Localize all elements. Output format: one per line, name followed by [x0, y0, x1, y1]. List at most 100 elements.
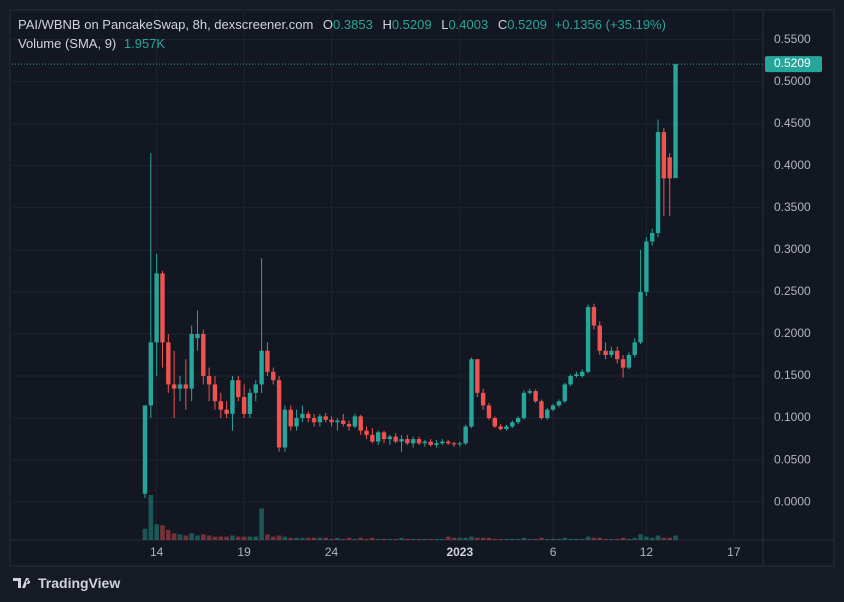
candle-body [212, 384, 218, 402]
volume-bar [282, 536, 288, 540]
candle-body [358, 416, 363, 431]
volume-bar [457, 537, 463, 540]
volume-bar [305, 537, 311, 540]
candle-body [440, 441, 445, 444]
candle-body [352, 416, 358, 427]
candle-body [224, 409, 229, 414]
volume-bar [655, 535, 661, 540]
volume-bar [649, 537, 655, 540]
candle-body [457, 443, 463, 445]
candle-body [364, 430, 369, 435]
volume-bar [463, 537, 468, 540]
candle-body [376, 432, 381, 442]
volume-bar [632, 537, 638, 540]
candle-body [189, 333, 194, 389]
candle-body [393, 436, 398, 442]
volume-bar [270, 536, 276, 540]
candle-body [539, 401, 544, 419]
volume-bar [323, 537, 329, 540]
x-tick-label: 24 [325, 545, 339, 559]
candle-body [201, 333, 206, 377]
candle-body [300, 413, 305, 419]
change: +0.1356 [554, 17, 602, 32]
volume-bar [247, 536, 253, 540]
volume-bar [142, 528, 148, 540]
volume-bar [626, 538, 632, 540]
candle-body [550, 405, 556, 410]
volume-bar [218, 536, 224, 540]
candle-body [504, 426, 509, 429]
volume-bar [539, 537, 544, 540]
volume-bar [160, 525, 165, 540]
candle-body [253, 384, 258, 393]
candle-body [276, 380, 282, 448]
candle-body [661, 132, 667, 179]
ohlc-value: 0.5209 [391, 17, 432, 32]
volume-bar [579, 538, 585, 540]
candle-body [475, 359, 480, 393]
volume-bar [294, 537, 299, 540]
grid [12, 11, 763, 540]
candle-body [171, 384, 177, 389]
volume-bar [504, 538, 509, 540]
volume-bar [230, 535, 235, 540]
y-tick-label: 0.1000 [774, 410, 811, 424]
candle-body [597, 325, 602, 351]
volume-bar [387, 538, 393, 540]
candle-body [626, 354, 632, 368]
candle-body [580, 371, 585, 377]
candle-body [620, 359, 626, 368]
plot [12, 63, 763, 540]
volume-bar [381, 538, 387, 540]
candle-body [521, 392, 527, 419]
candle-body [154, 273, 159, 343]
volume-bar [480, 537, 486, 540]
ohlc-label: O [322, 17, 334, 32]
volume-bar [177, 534, 183, 540]
candle-body [241, 397, 247, 414]
volume-bar [661, 537, 667, 540]
candle-body [177, 384, 183, 389]
candle-body [405, 439, 410, 444]
candle-body [469, 359, 474, 427]
volume-bar [399, 537, 404, 540]
volume-bar [148, 495, 154, 540]
volume-bar [544, 538, 550, 540]
candle-body [323, 416, 328, 420]
x-tick-label: 17 [727, 545, 741, 559]
candle-body [259, 350, 264, 385]
candle-body [451, 443, 457, 445]
ohlc-value: 0.3853 [333, 17, 373, 32]
volume-bar [673, 535, 678, 540]
volume-bar [224, 536, 229, 540]
volume-bar [253, 536, 259, 540]
volume-bar [492, 538, 498, 540]
volume-bar [644, 536, 649, 540]
volume-bar [265, 534, 270, 540]
x-tick-label: 19 [237, 545, 251, 559]
volume-bar [620, 537, 626, 540]
volume-bar [556, 538, 562, 540]
volume-bar [591, 537, 597, 540]
volume-bar [416, 538, 422, 540]
volume-bar [422, 538, 428, 540]
candle-body [410, 439, 416, 444]
volume-bar [410, 538, 416, 540]
candle-body [341, 420, 346, 424]
candle-body [160, 273, 165, 343]
y-tick-label: 0.2000 [774, 326, 811, 340]
volume-bar [614, 538, 620, 540]
candle-body [515, 418, 521, 423]
last-price-badge [765, 56, 822, 73]
y-tick-label: 0.0000 [774, 494, 811, 508]
volume-bar [498, 538, 503, 540]
candle-body [265, 350, 270, 372]
candle-body [650, 233, 655, 242]
candle-body [463, 426, 468, 444]
candle-body [230, 380, 235, 414]
volume-bar [189, 533, 194, 540]
y-tick-label: 0.4500 [774, 116, 811, 130]
candle-body [527, 391, 532, 393]
volume-bar [317, 537, 323, 540]
